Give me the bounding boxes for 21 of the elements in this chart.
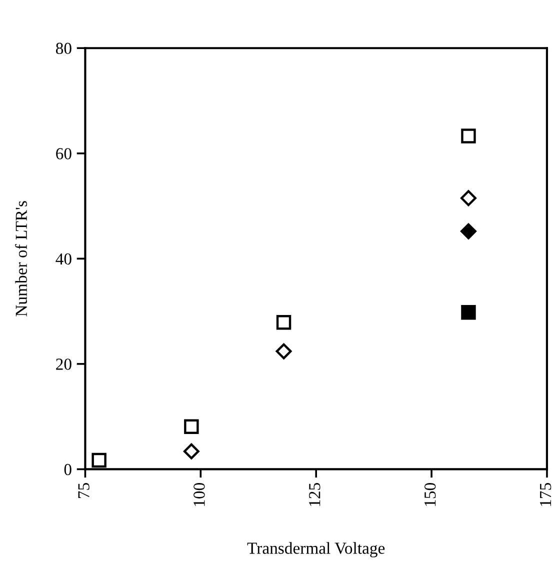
point	[92, 452, 106, 468]
point	[183, 443, 200, 460]
point	[460, 190, 476, 206]
x-axis-title: Transdermal Voltage	[247, 542, 385, 558]
y-tick-label: 80	[56, 42, 72, 54]
y-tick-label: 40	[56, 253, 72, 265]
point	[184, 419, 199, 434]
point	[276, 314, 292, 330]
y-tick-label: 60	[56, 148, 72, 160]
y-axis-title: Number of LTR's	[15, 201, 27, 316]
x-tick-label: 100	[194, 483, 205, 506]
point	[276, 343, 292, 360]
point	[461, 128, 476, 144]
point	[461, 304, 476, 320]
point	[460, 223, 476, 240]
x-tick-label: 175	[540, 483, 552, 506]
x-tick-label: 125	[309, 483, 320, 506]
y-tick-label: 0	[64, 464, 72, 476]
y-tick-label: 20	[56, 358, 72, 370]
x-tick-label: 75	[78, 483, 90, 498]
x-tick-label: 150	[424, 483, 436, 506]
